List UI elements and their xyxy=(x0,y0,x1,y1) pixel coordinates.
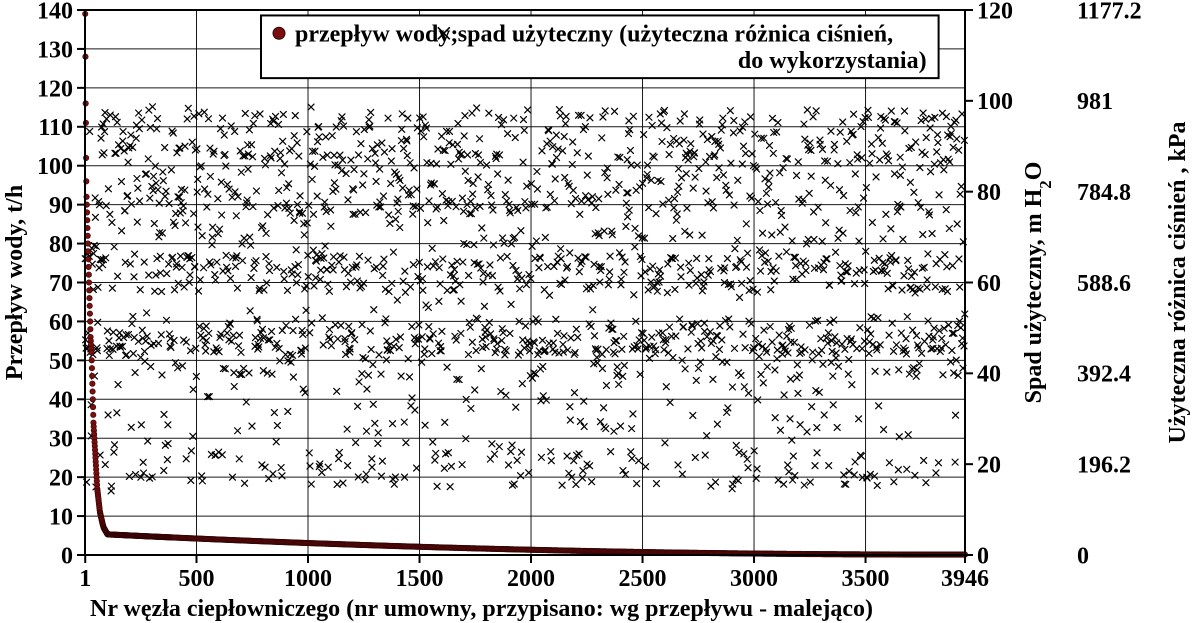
legend-label-line2: do wykorzystania) xyxy=(738,48,927,74)
x-tick-label: 1500 xyxy=(396,566,444,592)
chart-root: 15001000150020002500300035003946Nr węzła… xyxy=(0,0,1198,623)
y-left-tick-label: 30 xyxy=(49,427,73,453)
y-right2-tick-label: 1177.2 xyxy=(1077,0,1142,24)
y-left-tick-label: 10 xyxy=(49,504,73,530)
x-tick-label: 3500 xyxy=(842,566,890,592)
y-right1-tick-label: 20 xyxy=(977,453,1001,479)
x-tick-label: 3946 xyxy=(941,566,989,592)
x-tick-label: 2500 xyxy=(619,566,667,592)
y-left-tick-label: 110 xyxy=(38,115,73,141)
y-right2-tick-label: 0 xyxy=(1077,543,1089,569)
y-right2-tick-label: 981 xyxy=(1077,89,1113,115)
x-tick-label: 1000 xyxy=(284,566,332,592)
legend-marker-flow xyxy=(273,27,285,39)
y-left-tick-label: 130 xyxy=(37,37,73,63)
y-right1-tick-label: 40 xyxy=(977,362,1001,388)
legend-label-flow: przepływ wody; xyxy=(295,21,458,47)
y-left-tick-label: 120 xyxy=(37,76,73,102)
y-right1-tick-label: 0 xyxy=(977,543,989,569)
y-right1-tick-label: 120 xyxy=(977,0,1013,24)
x-tick-label: 2000 xyxy=(507,566,555,592)
y-right1-tick-label: 60 xyxy=(977,271,1001,297)
x-tick-label: 1 xyxy=(79,566,91,592)
y-right2-axis-label: Użyteczna różnica ciśnień , kPa xyxy=(1165,122,1191,444)
y-left-tick-label: 140 xyxy=(37,0,73,24)
legend: przepływ wody;spad użyteczny (użyteczna … xyxy=(261,15,939,78)
x-tick-label: 500 xyxy=(179,566,215,592)
y-left-tick-label: 90 xyxy=(49,193,73,219)
y-right2-tick-label: 392.4 xyxy=(1077,362,1131,388)
y-right2-tick-label: 784.8 xyxy=(1077,180,1131,206)
x-tick-label: 3000 xyxy=(730,566,778,592)
y-right2-tick-label: 196.2 xyxy=(1077,453,1131,479)
y-right2-tick-label: 588.6 xyxy=(1077,271,1131,297)
x-axis-label: Nr węzła ciepłowniczego (nr umowny, przy… xyxy=(90,596,873,622)
y-left-tick-label: 40 xyxy=(49,388,73,414)
y-left-tick-label: 60 xyxy=(49,310,73,336)
y-left-tick-label: 70 xyxy=(49,271,73,297)
y-left-tick-label: 80 xyxy=(49,232,73,258)
y-right1-tick-label: 100 xyxy=(977,89,1013,115)
y-right1-tick-label: 80 xyxy=(977,180,1001,206)
y-left-tick-label: 100 xyxy=(37,154,73,180)
y-left-tick-label: 20 xyxy=(49,466,73,492)
y-left-tick-label: 50 xyxy=(49,349,73,375)
y-left-tick-label: 0 xyxy=(61,543,73,569)
y-left-axis-label: Przepływ wody, t/h xyxy=(2,185,28,380)
legend-label-headloss: spad użyteczny (użyteczna różnica ciśnie… xyxy=(458,21,893,47)
chart-svg: 15001000150020002500300035003946Nr węzła… xyxy=(0,0,1198,623)
